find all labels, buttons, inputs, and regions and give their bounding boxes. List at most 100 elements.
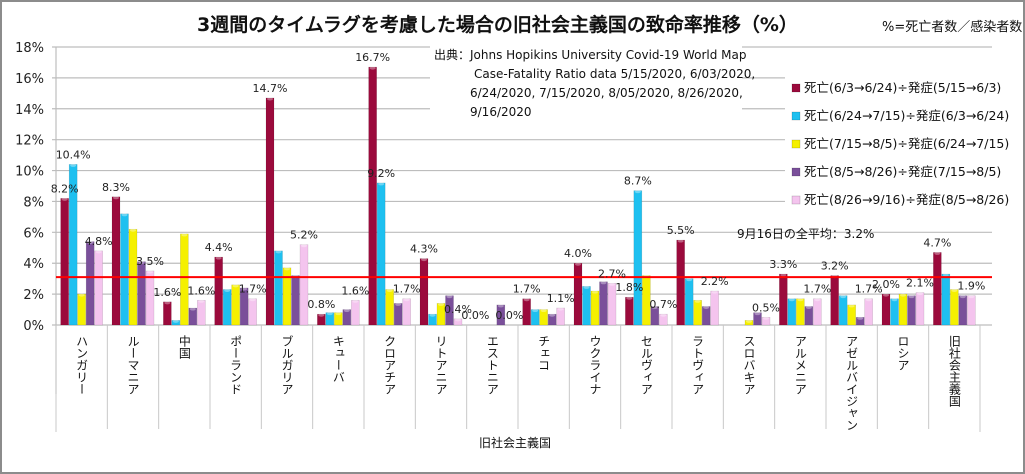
bar xyxy=(796,298,805,326)
bar-cap xyxy=(421,258,427,262)
bar-cap xyxy=(497,304,504,308)
bar xyxy=(299,244,309,326)
bar-cap xyxy=(703,305,710,309)
bar xyxy=(855,316,865,326)
bar-cap xyxy=(301,244,307,248)
category-label: ラトヴィア xyxy=(691,335,705,395)
bar-cap xyxy=(352,299,359,303)
bar-cap xyxy=(369,66,376,70)
bar xyxy=(864,298,873,326)
category-label: ポーランド xyxy=(229,335,243,395)
legend-item: 死亡(8/26→9/16)÷発症(8/5→8/26) xyxy=(804,192,1009,207)
bar-cap xyxy=(942,273,949,277)
data-label: 1.7% xyxy=(393,283,421,296)
bar xyxy=(958,295,968,326)
source-note: 出典：Johns Hopikins University Covid-19 Wo… xyxy=(430,42,755,122)
bar xyxy=(402,298,411,326)
bar-cap xyxy=(575,262,581,266)
bar xyxy=(933,252,942,326)
bar xyxy=(907,295,916,326)
bar-cap xyxy=(711,290,718,294)
bar xyxy=(428,313,437,326)
bar-cap xyxy=(959,295,966,299)
data-label: 8.3% xyxy=(102,181,130,194)
bar-cap xyxy=(232,284,239,288)
legend-item: 死亡(8/5→8/26)÷発症(7/15→8/5) xyxy=(804,164,1001,179)
bar-cap xyxy=(113,196,119,200)
bar-cap xyxy=(908,295,915,299)
source-line-2: Case-Fatality Ratio data 5/15/2020, 6/03… xyxy=(474,67,755,81)
bar-cap xyxy=(87,241,94,245)
bar xyxy=(941,273,951,326)
bar-cap xyxy=(181,233,188,237)
bar xyxy=(556,307,565,326)
bar xyxy=(830,275,839,326)
bar xyxy=(436,303,446,326)
data-label: 1.7% xyxy=(513,283,541,296)
bar-cap xyxy=(130,228,136,232)
bar-cap xyxy=(634,190,641,194)
bar xyxy=(393,303,403,326)
bar xyxy=(419,258,429,326)
bar xyxy=(684,278,694,326)
bar xyxy=(539,309,548,326)
data-label: 1.9% xyxy=(957,280,985,293)
bar xyxy=(590,290,600,326)
category-label: キューバ xyxy=(331,335,345,383)
bar-cap xyxy=(455,318,461,322)
bar-cap xyxy=(224,288,231,292)
data-label: 1.7% xyxy=(855,283,883,296)
bar xyxy=(967,295,976,326)
bar xyxy=(85,241,95,326)
bar-cap xyxy=(951,288,958,292)
bar xyxy=(376,182,386,326)
bar xyxy=(145,270,155,326)
bar-cap xyxy=(848,304,855,308)
average-label: 9月16日の全平均：3.2% xyxy=(737,226,874,241)
bar xyxy=(274,250,283,326)
x-axis: ハンガリー ルーマニア 中国 ポーランド ブルガリア キューバ クロアチア リトアニア エストニ… xyxy=(55,325,981,432)
data-label: 3.2% xyxy=(821,260,849,273)
bar-cap xyxy=(147,270,153,274)
bar xyxy=(222,289,232,326)
chart-title: 3週間のタイムラグを考慮した場合の旧社会主義国の致命率推移（%） xyxy=(197,13,798,36)
bar xyxy=(453,318,463,326)
source-line-4: 9/16/2020 xyxy=(470,105,532,119)
bar xyxy=(291,275,300,326)
legend-swatch xyxy=(791,139,801,149)
data-label: 4.0% xyxy=(564,247,592,260)
data-label: 1.6% xyxy=(153,286,181,299)
data-label: 0.5% xyxy=(752,301,780,314)
bar xyxy=(180,233,189,326)
bar xyxy=(530,309,540,326)
bar-cap xyxy=(797,298,804,302)
bar xyxy=(625,296,634,326)
legend-item: 死亡(7/15→8/5)÷発症(6/24→7/15) xyxy=(804,136,1009,151)
data-label: 8.7% xyxy=(624,175,652,188)
bar-cap xyxy=(660,313,667,317)
bar-cap xyxy=(540,309,547,313)
bar xyxy=(120,213,129,326)
bar-cap xyxy=(386,288,393,292)
bar-cap xyxy=(284,267,290,271)
bar-cap xyxy=(814,298,821,302)
bar xyxy=(248,298,257,326)
bar xyxy=(633,190,643,326)
bar xyxy=(898,293,908,326)
bar-cap xyxy=(840,295,847,299)
bar-cap xyxy=(343,309,350,313)
bar xyxy=(351,299,360,326)
bar xyxy=(239,287,249,326)
bar xyxy=(282,267,292,326)
bar-cap xyxy=(138,261,145,265)
data-label: 1.8% xyxy=(615,281,643,294)
category-label: チェコ xyxy=(537,335,551,371)
bar-cap xyxy=(677,239,684,243)
bar xyxy=(94,250,103,326)
data-label: 4.4% xyxy=(205,241,233,254)
category-label: ブルガリア xyxy=(280,334,294,395)
bar xyxy=(317,313,326,326)
legend-item: 死亡(6/24→7/15)÷発症(6/3→6/24) xyxy=(804,108,1009,123)
bar-cap xyxy=(189,307,196,311)
